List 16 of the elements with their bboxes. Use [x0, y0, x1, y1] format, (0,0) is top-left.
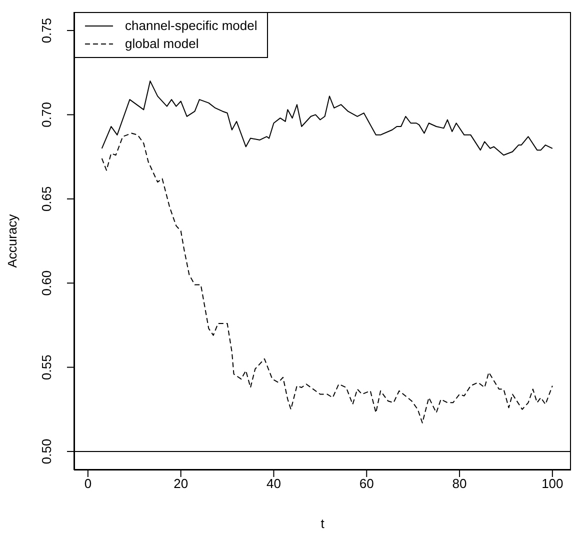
x-tick-label: 60 — [359, 476, 374, 492]
x-axis-title: t — [320, 516, 325, 531]
y-tick-label: 0.50 — [39, 438, 54, 464]
y-tick-label: 0.65 — [39, 186, 54, 212]
legend-label: channel-specific model — [125, 17, 258, 35]
x-tick-label: 100 — [542, 476, 564, 492]
x-tick-label: 40 — [266, 476, 281, 492]
x-tick-label: 20 — [174, 476, 188, 492]
y-tick-label: 0.60 — [39, 270, 54, 296]
x-tick-label: 80 — [452, 476, 467, 492]
x-tick-label: 0 — [84, 476, 92, 492]
y-tick-label: 0.75 — [39, 18, 54, 44]
legend-label: global model — [125, 35, 199, 53]
y-tick-label: 0.55 — [39, 354, 54, 380]
y-axis-title: Accuracy — [4, 214, 20, 268]
y-tick-label: 0.70 — [39, 102, 54, 128]
